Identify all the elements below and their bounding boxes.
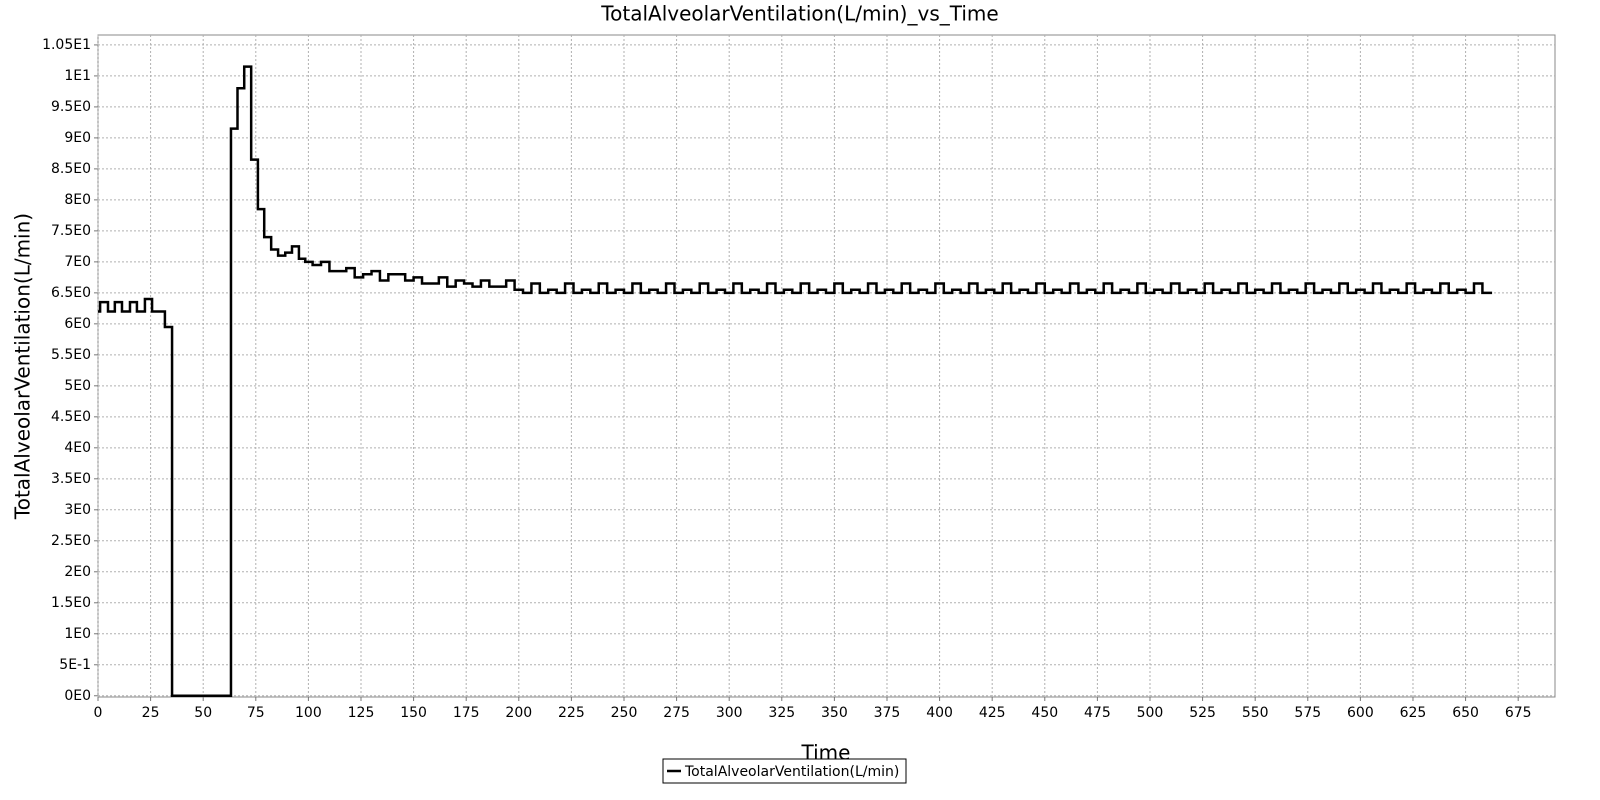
- y-tick-label: 9E0: [64, 130, 91, 146]
- y-tick-label: 1E0: [64, 626, 91, 642]
- y-tick-label: 3.5E0: [51, 471, 91, 487]
- x-tick-label: 450: [1031, 705, 1058, 721]
- y-tick-label: 2.5E0: [51, 533, 91, 549]
- y-tick-label: 6.5E0: [51, 285, 91, 301]
- x-tick-label: 500: [1137, 705, 1164, 721]
- x-tick-label: 175: [453, 705, 480, 721]
- y-tick-label: 3E0: [64, 502, 91, 518]
- y-tick-label: 4E0: [64, 440, 91, 456]
- x-tick-label: 675: [1505, 705, 1532, 721]
- x-tick-label: 200: [505, 705, 532, 721]
- y-tick-label: 4.5E0: [51, 409, 91, 425]
- x-tick-label: 475: [1084, 705, 1111, 721]
- data-line: [98, 65, 1493, 698]
- x-tick-label: 25: [142, 705, 160, 721]
- y-tick-label: 5E-1: [59, 657, 91, 673]
- y-tick-label: 7.5E0: [51, 223, 91, 239]
- x-tick-label: 600: [1347, 705, 1374, 721]
- y-tick-label: 7E0: [64, 254, 91, 270]
- legend: TotalAlveolarVentilation(L/min): [662, 758, 907, 784]
- chart-title: TotalAlveolarVentilation(L/min)_vs_Time: [600, 2, 998, 26]
- y-tick-label: 6E0: [64, 316, 91, 332]
- x-tick-label: 50: [194, 705, 212, 721]
- x-tick-label: 400: [926, 705, 953, 721]
- x-tick-label: 325: [768, 705, 795, 721]
- x-tick-label: 225: [558, 705, 585, 721]
- y-tick-label: 1.5E0: [51, 595, 91, 611]
- x-tick-label: 75: [247, 705, 265, 721]
- y-axis-label: TotalAlveolarVentilation(L/min): [11, 213, 35, 520]
- legend-box: [662, 758, 907, 784]
- x-tick-label: 550: [1242, 705, 1269, 721]
- x-tick-label: 0: [94, 705, 103, 721]
- x-tick-label: 575: [1294, 705, 1321, 721]
- x-tick-label: 100: [295, 705, 322, 721]
- y-tick-label: 5.5E0: [51, 347, 91, 363]
- x-tick-label: 625: [1400, 705, 1427, 721]
- x-tick-label: 275: [663, 705, 690, 721]
- x-tick-label: 150: [400, 705, 427, 721]
- plot-area: [97, 34, 1556, 698]
- legend-label: TotalAlveolarVentilation(L/min): [684, 764, 899, 780]
- y-tick-label: 5E0: [64, 378, 91, 394]
- y-tick-label: 1.05E1: [42, 37, 91, 53]
- y-tick-label: 2E0: [64, 564, 91, 580]
- x-tick-label: 125: [348, 705, 375, 721]
- y-tick-label: 8.5E0: [51, 161, 91, 177]
- x-tick-label: 250: [611, 705, 638, 721]
- x-tick-label: 300: [716, 705, 743, 721]
- x-tick-label: 350: [821, 705, 848, 721]
- y-tick-label: 0E0: [64, 688, 91, 704]
- y-tick-label: 9.5E0: [51, 99, 91, 115]
- x-tick-label: 650: [1452, 705, 1479, 721]
- y-tick-label: 8E0: [64, 192, 91, 208]
- x-tick-label: 375: [874, 705, 901, 721]
- y-tick-label: 1E1: [64, 68, 91, 84]
- x-tick-label: 525: [1189, 705, 1216, 721]
- x-tick-label: 425: [979, 705, 1006, 721]
